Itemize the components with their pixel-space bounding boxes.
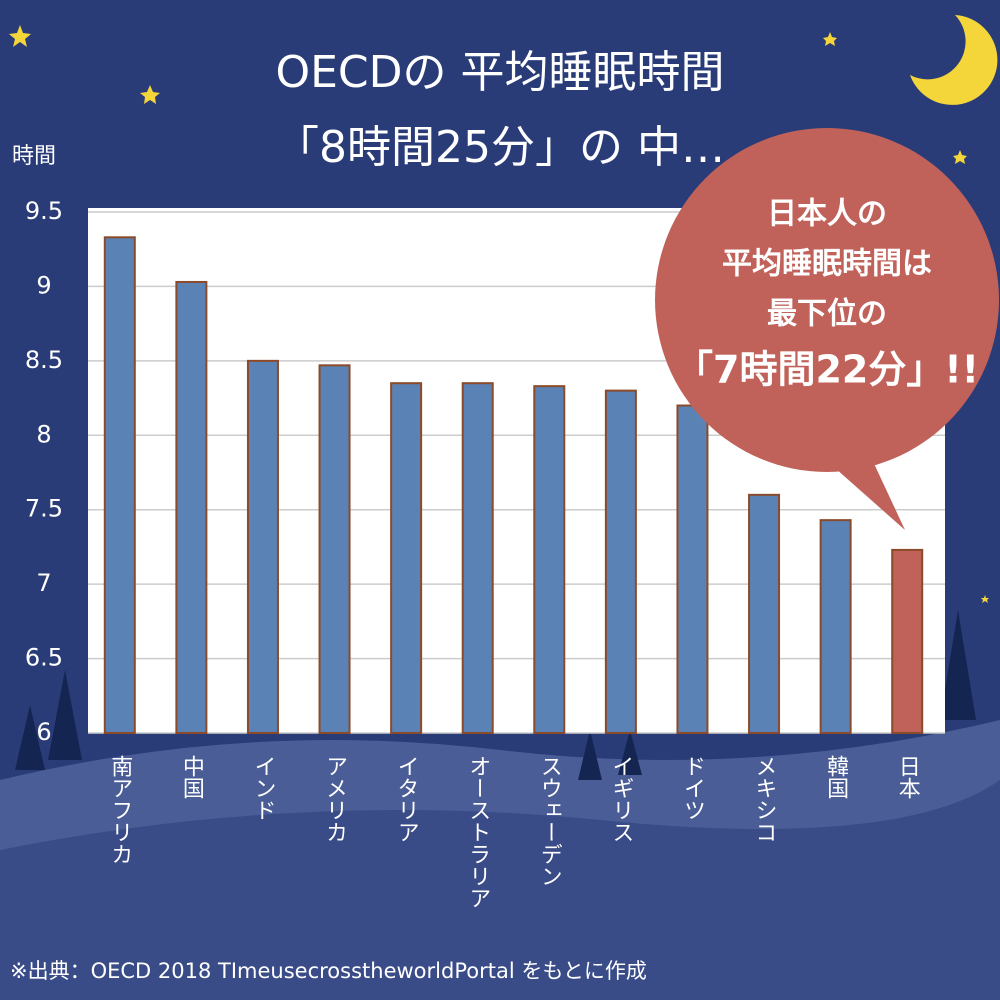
- x-tick-label: インド: [250, 755, 275, 821]
- annotation: 最下位の: [767, 297, 887, 332]
- chart-title: OECDの 平均睡眠時間: [275, 47, 724, 98]
- hill: [0, 780, 1000, 1000]
- bar: [461, 382, 494, 734]
- y-tick-label: 9.5: [25, 197, 63, 225]
- bar: [175, 280, 208, 734]
- stars: [9, 15, 998, 603]
- y-tick-label: 6.5: [25, 644, 63, 672]
- bar: [604, 389, 637, 734]
- x-tick-label: アメリカ: [322, 755, 347, 843]
- x-tick-label: 韓国: [823, 755, 849, 799]
- x-tick-label: 日本: [895, 755, 921, 799]
- bar: [533, 385, 566, 734]
- annotation: 平均睡眠時間は: [722, 247, 932, 282]
- y-axis-label: 時間: [12, 144, 56, 169]
- callout-bubble: [835, 455, 905, 530]
- x-tick-label: 南アフリカ: [107, 755, 132, 865]
- y-tick-label: 6: [36, 718, 51, 746]
- callout-bubble: [655, 128, 999, 472]
- annotation: 日本人の: [767, 197, 887, 232]
- y-tick-label: 8: [36, 420, 51, 448]
- bar: [390, 382, 423, 734]
- y-tick-label: 7: [36, 569, 51, 597]
- x-tick-label: 中国: [179, 755, 204, 799]
- source-note: ※出典：OECD 2018 TImeusecrosstheworldPortal…: [10, 959, 647, 983]
- bar: [891, 548, 924, 734]
- x-tick-label: イタリア: [394, 755, 419, 843]
- annotation: 「7時間22分」!!: [675, 348, 979, 392]
- y-tick-label: 8.5: [25, 346, 63, 374]
- bar: [676, 404, 709, 734]
- y-tick-label: 7.5: [25, 495, 63, 523]
- chart-subtitle: 「8時間25分」の 中…: [275, 122, 725, 173]
- x-tick-label: メキシコ: [752, 755, 777, 843]
- trees: [15, 610, 976, 780]
- bar: [246, 359, 279, 734]
- bar: [748, 493, 781, 735]
- x-tick-label: ドイツ: [680, 755, 705, 821]
- bar: [103, 236, 136, 734]
- y-tick-label: 9: [36, 271, 51, 299]
- x-tick-label: スウェーデン: [537, 755, 562, 887]
- x-tick-label: オーストラリア: [465, 755, 490, 909]
- x-tick-label: イギリス: [608, 755, 633, 843]
- bar: [318, 364, 351, 734]
- bar: [819, 519, 852, 734]
